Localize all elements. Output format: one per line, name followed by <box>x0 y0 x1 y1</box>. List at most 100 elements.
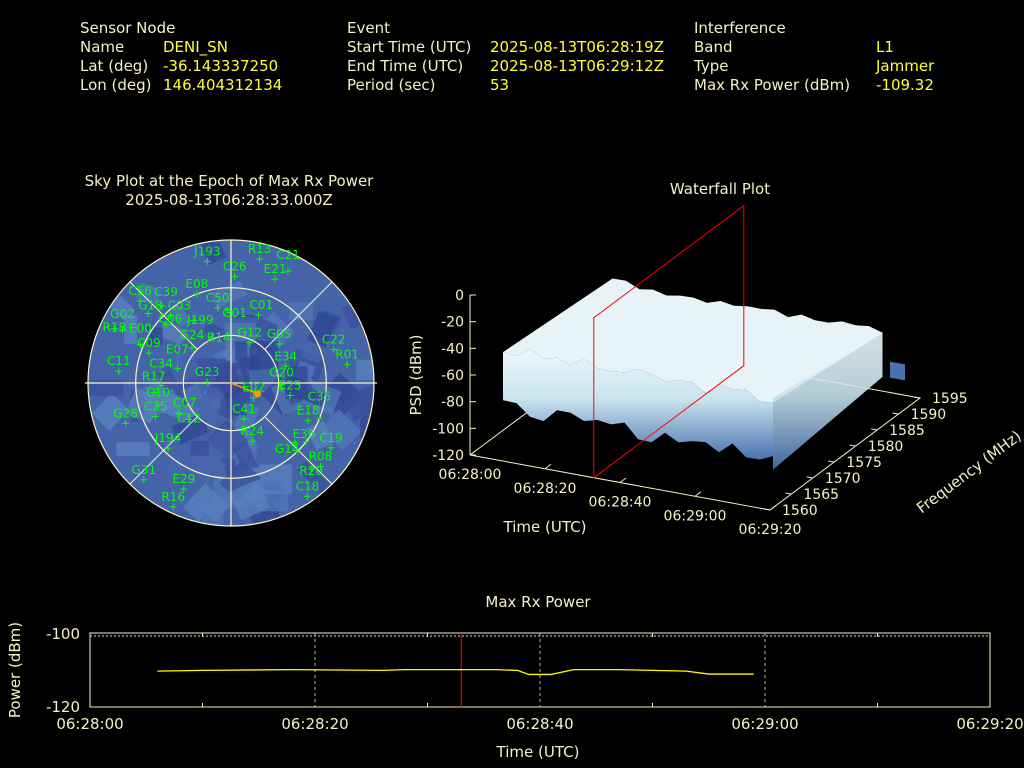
x-tick-label: 06:29:20 <box>956 715 1023 733</box>
satellite-label: C22 <box>322 333 346 347</box>
interference-label: Max Rx Power (dBm) <box>694 76 851 94</box>
grid-line <box>129 416 198 485</box>
satellite-marker <box>330 346 338 354</box>
satellite-marker <box>291 439 299 447</box>
satellite-label: E00 <box>129 322 152 336</box>
satellite-label: R24 <box>240 424 264 438</box>
satellite-label: E18 <box>297 404 320 418</box>
freq-tick <box>913 396 921 399</box>
freq-tick <box>763 508 771 511</box>
psd-axis-label: PSD (dBm) <box>407 334 425 415</box>
satellite-label: E07 <box>166 343 189 357</box>
satellite-marker <box>231 273 239 281</box>
interference-label: Type <box>694 57 729 75</box>
psd-tick-label: 0 <box>455 288 464 304</box>
satellite-label: J199 <box>186 313 213 327</box>
time-tick-label: 06:28:00 <box>439 467 502 483</box>
satellite-label: G23 <box>195 365 220 379</box>
satellite-label: G12 <box>238 326 263 340</box>
event-label: Period (sec) <box>347 76 436 94</box>
satellite-marker <box>144 310 152 318</box>
satellite-marker <box>173 365 181 373</box>
satellite-label: E02 <box>242 381 265 395</box>
skyplot-title: Sky Plot at the Epoch of Max Rx Power <box>84 172 374 190</box>
grid-line <box>129 281 198 350</box>
satellite-label: C25 <box>144 400 168 414</box>
psd-tick-label: -60 <box>441 368 464 384</box>
satellite-marker <box>136 341 144 349</box>
satellite-marker <box>327 444 335 452</box>
interference-value: Jammer <box>876 57 935 75</box>
psd-surface-top <box>503 278 883 403</box>
time-tick-label: 06:28:40 <box>589 495 652 511</box>
time-tick-label: 06:29:20 <box>739 522 802 538</box>
satellite-label: E25 <box>279 379 302 393</box>
label-leader-line <box>286 442 296 450</box>
satellite-label: R20 <box>299 464 323 478</box>
satellite-marker <box>214 304 222 312</box>
sensor-value: 146.404312134 <box>163 76 283 94</box>
grid-line <box>264 416 333 485</box>
interference-panel: Interference <box>694 19 786 38</box>
freq-tick-label: 1565 <box>803 487 839 503</box>
freq-tick-label: 1595 <box>932 391 968 407</box>
sensor-value: DENI_SN <box>163 38 228 56</box>
satellite-marker <box>208 334 216 342</box>
maxrx-title: Max Rx Power <box>485 593 591 611</box>
satellite-label: G18 <box>138 299 163 313</box>
skyplot-subtitle: 2025-08-13T06:28:33.000Z <box>125 191 333 209</box>
event-label: Start Time (UTC) <box>347 38 472 56</box>
x-axis-label: Time (UTC) <box>496 743 580 761</box>
satellite-marker <box>140 476 148 484</box>
satellite-marker <box>254 311 262 319</box>
satellite-label: C56 <box>128 284 152 298</box>
satellite-label: G01 <box>222 306 247 320</box>
satellite-marker <box>158 302 166 310</box>
satellite-marker <box>316 462 324 470</box>
satellite-label: C39 <box>154 285 178 299</box>
satellite-marker <box>145 349 153 357</box>
psd-tick-label: -120 <box>432 448 464 464</box>
sky-patches <box>90 240 374 526</box>
sensor-node-panel: Sensor Node <box>80 19 175 38</box>
event-panel: Event <box>347 19 390 38</box>
psd-surface-edge <box>890 361 905 381</box>
event-label: End Time (UTC) <box>347 57 464 75</box>
event-heading: Event <box>347 19 390 37</box>
freq-tick-label: 1575 <box>846 455 882 471</box>
satellite-marker <box>307 465 315 473</box>
time-tick-label: 06:28:20 <box>514 481 577 497</box>
satellite-label: E29 <box>172 472 195 486</box>
satellite-marker <box>166 312 174 320</box>
satellite-marker <box>203 257 211 265</box>
satellite-marker <box>275 340 283 348</box>
satellite-label: G28 <box>113 406 138 420</box>
satellite-marker <box>162 321 170 329</box>
satellite-label: R08 <box>309 449 333 463</box>
satellite-label: C41 <box>232 402 256 416</box>
satellite-marker <box>303 492 311 500</box>
satellite-label: C09 <box>137 336 161 350</box>
psd-tick-label: -40 <box>441 341 464 357</box>
time-tick <box>769 505 777 511</box>
interference-value: -109.32 <box>876 76 934 94</box>
max-rx-power-line <box>157 668 754 676</box>
satellite-label: G20 <box>269 365 294 379</box>
sensor-label: Lon (deg) <box>80 76 152 94</box>
x-tick-label: 06:28:20 <box>281 715 348 733</box>
y-tick-label: -100 <box>46 625 80 643</box>
satellite-label: R13 <box>248 242 272 256</box>
waterfall-title: Waterfall Plot <box>669 180 771 198</box>
y-tick-label: -120 <box>46 698 80 716</box>
satellite-label: G02 <box>110 307 135 321</box>
freq-tick-label: 1590 <box>911 407 947 423</box>
satellite-marker <box>164 444 172 452</box>
sensor-heading: Sensor Node <box>80 19 176 37</box>
satellite-marker <box>286 392 294 400</box>
satellite-label: E36 <box>293 427 316 441</box>
satellite-label: R01 <box>335 348 359 362</box>
satellite-marker <box>136 297 144 305</box>
x-tick-label: 06:28:40 <box>506 715 573 733</box>
satellite-marker <box>304 417 312 425</box>
skyplot-title-block: Sky Plot at the Epoch of Max Rx Power 20… <box>85 172 374 210</box>
